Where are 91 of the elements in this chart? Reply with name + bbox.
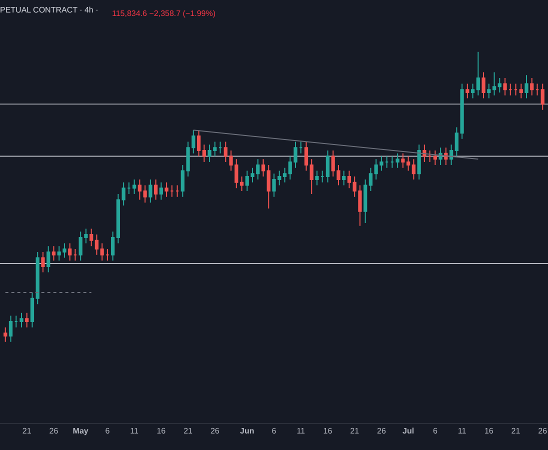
candlestick bbox=[14, 315, 18, 328]
x-tick-label: 21 bbox=[184, 426, 194, 436]
candlestick bbox=[73, 248, 78, 262]
x-tick-label: 21 bbox=[511, 426, 521, 436]
x-tick-label: 26 bbox=[49, 426, 59, 436]
candlestick bbox=[433, 150, 437, 166]
candlestick bbox=[342, 170, 346, 186]
candlestick bbox=[315, 170, 319, 186]
x-tick-label: 11 bbox=[130, 426, 140, 436]
candlestick bbox=[422, 144, 426, 163]
candlestick bbox=[385, 156, 389, 168]
x-tick-label: 6 bbox=[432, 426, 438, 436]
candlestick bbox=[164, 182, 168, 198]
candlestick bbox=[4, 326, 8, 342]
candlestick bbox=[466, 83, 470, 99]
candlestick bbox=[159, 182, 163, 200]
candlestick bbox=[106, 248, 110, 262]
x-tick-label: 21 bbox=[350, 426, 360, 436]
candlestick bbox=[530, 77, 534, 96]
candlestick bbox=[519, 83, 523, 99]
candlestick bbox=[100, 242, 104, 262]
x-tick-label: 11 bbox=[458, 426, 467, 436]
chart-title: PETUAL CONTRACT · 4h · bbox=[0, 5, 98, 14]
candlestick bbox=[8, 315, 13, 342]
candlestick bbox=[498, 77, 502, 93]
candlestick bbox=[127, 182, 131, 194]
candlestick bbox=[132, 178, 136, 194]
candlestick bbox=[417, 144, 421, 180]
candlestick bbox=[535, 83, 540, 96]
candlestick bbox=[175, 184, 180, 198]
candlestick bbox=[476, 51, 480, 96]
candlestick bbox=[299, 141, 303, 154]
candlestick bbox=[482, 72, 486, 99]
text: 115,834.6 −2,358.7 (−1.99%) bbox=[112, 9, 216, 18]
x-tick-label: 26 bbox=[538, 426, 548, 436]
candlestick bbox=[52, 246, 56, 262]
candlestick bbox=[326, 150, 330, 183]
x-tick-label: Jul bbox=[402, 426, 414, 436]
candlestick bbox=[524, 74, 528, 99]
candlestick bbox=[90, 228, 94, 247]
candlestick bbox=[68, 242, 72, 262]
candlestick bbox=[508, 83, 512, 96]
candlestick bbox=[282, 167, 287, 183]
candlestick bbox=[487, 83, 491, 99]
candlestick bbox=[46, 246, 50, 273]
candlestick bbox=[540, 83, 544, 110]
candlestick bbox=[470, 83, 475, 99]
candlestick bbox=[218, 141, 222, 154]
candlestick bbox=[503, 77, 507, 96]
x-tick-label: 26 bbox=[210, 426, 220, 436]
candlestick bbox=[154, 178, 158, 200]
x-tick-label: 21 bbox=[22, 426, 32, 436]
candlestick bbox=[240, 176, 244, 192]
candlestick bbox=[438, 147, 442, 166]
candlestick bbox=[41, 251, 45, 273]
x-tick-label: 6 bbox=[272, 426, 277, 436]
x-tick-label: 11 bbox=[296, 426, 306, 436]
candlestick bbox=[444, 147, 448, 166]
candlestick bbox=[196, 130, 201, 157]
candlestick bbox=[20, 312, 24, 328]
candlestick bbox=[116, 193, 120, 244]
candlestick bbox=[202, 144, 206, 163]
x-tick-label: 26 bbox=[376, 426, 386, 436]
x-tick-label: 16 bbox=[323, 426, 333, 436]
candlestick bbox=[390, 156, 394, 168]
candlestick bbox=[111, 231, 115, 262]
x-tick-label: 16 bbox=[156, 426, 166, 436]
x-tick-label: May bbox=[72, 426, 89, 436]
candlestick bbox=[266, 164, 270, 209]
x-tick-label: Jun bbox=[240, 426, 254, 436]
candlestick bbox=[320, 170, 324, 183]
candlestick bbox=[368, 167, 373, 192]
candlestick bbox=[36, 251, 40, 305]
candlestick bbox=[148, 178, 152, 204]
candlestick bbox=[364, 178, 368, 224]
x-tick-label: 16 bbox=[484, 426, 494, 436]
candlestick bbox=[122, 182, 126, 206]
candlestick bbox=[412, 158, 416, 180]
candlestick bbox=[25, 312, 29, 328]
x-tick-label: 6 bbox=[105, 426, 110, 436]
candlestick bbox=[492, 72, 496, 96]
candlestick bbox=[261, 158, 266, 178]
candlestick bbox=[428, 150, 432, 163]
candlestick bbox=[304, 141, 308, 172]
candlestick bbox=[396, 152, 400, 168]
candlestick bbox=[94, 234, 99, 256]
candlestick bbox=[310, 158, 314, 194]
candlestick bbox=[170, 184, 174, 198]
candlestick bbox=[347, 170, 352, 189]
candlestick bbox=[514, 83, 518, 96]
candlestick bbox=[30, 292, 34, 328]
